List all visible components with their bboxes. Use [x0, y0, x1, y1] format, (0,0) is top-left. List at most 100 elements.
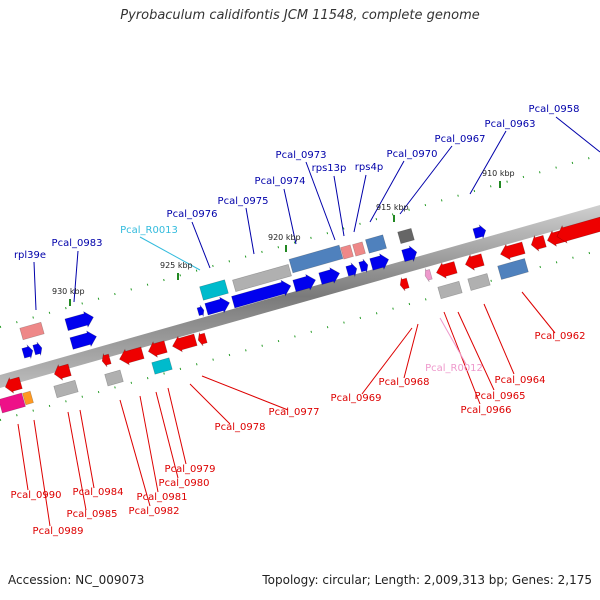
- gene-feature[interactable]: [199, 279, 229, 301]
- gene-feature[interactable]: [529, 233, 547, 252]
- gene-feature[interactable]: [69, 329, 98, 351]
- gene-label[interactable]: Pcal_0974: [255, 176, 306, 187]
- gene-feature[interactable]: [52, 362, 72, 382]
- gene-label[interactable]: Pcal_0969: [331, 393, 382, 404]
- gene-feature[interactable]: [21, 343, 34, 360]
- gene-feature[interactable]: [104, 369, 124, 387]
- label-leader-line: [361, 327, 413, 395]
- gene-label[interactable]: Pcal_0973: [276, 150, 327, 161]
- topology-summary: Topology: circular; Length: 2,009,313 bp…: [262, 573, 592, 587]
- scale-tick-label: 915 kbp: [376, 203, 409, 212]
- gene-label[interactable]: Pcal_0962: [535, 331, 586, 342]
- gene-feature[interactable]: [288, 244, 344, 274]
- label-leader-line: [483, 303, 515, 375]
- gene-feature[interactable]: [498, 240, 526, 262]
- label-leader-line: [139, 236, 201, 271]
- gene-feature[interactable]: [146, 339, 168, 359]
- label-leader-line: [521, 291, 556, 334]
- label-leader-line: [119, 399, 151, 507]
- gene-feature[interactable]: [117, 345, 145, 367]
- gene-label[interactable]: Pcal_0977: [269, 407, 320, 418]
- label-leader-line: [469, 130, 507, 195]
- scale-tick-label: 920 kbp: [268, 233, 301, 242]
- gene-label[interactable]: Pcal_0966: [461, 405, 512, 416]
- accession-label: Accession: NC_009073: [8, 573, 145, 587]
- gene-label[interactable]: Pcal_0968: [379, 377, 430, 388]
- gene-feature[interactable]: [231, 278, 293, 310]
- gene-feature[interactable]: [22, 390, 34, 406]
- gene-label[interactable]: Pcal_0983: [52, 238, 103, 249]
- gene-label[interactable]: Pcal_0975: [218, 196, 269, 207]
- gene-feature[interactable]: [196, 304, 205, 317]
- gene-feature[interactable]: [358, 258, 370, 274]
- label-leader-line: [33, 419, 51, 527]
- gene-label[interactable]: Pcal_0978: [215, 422, 266, 433]
- gene-label[interactable]: rps13p: [312, 163, 347, 174]
- label-leader-line: [139, 395, 159, 493]
- gene-label[interactable]: Pcal_0965: [475, 391, 526, 402]
- gene-label[interactable]: Pcal_0979: [165, 464, 216, 475]
- gene-feature[interactable]: [3, 375, 23, 395]
- gene-feature[interactable]: [64, 309, 95, 332]
- gene-feature[interactable]: [345, 261, 358, 278]
- gene-feature[interactable]: [365, 234, 387, 254]
- gene-feature[interactable]: [497, 258, 529, 280]
- label-leader-line: [457, 311, 495, 391]
- gene-feature[interactable]: [196, 331, 208, 347]
- gene-feature[interactable]: [32, 341, 44, 357]
- gene-label[interactable]: Pcal_0967: [435, 134, 486, 145]
- scale-tick-label: 930 kbp: [52, 287, 85, 296]
- gene-feature[interactable]: [467, 273, 491, 291]
- gene-feature[interactable]: [318, 266, 342, 287]
- gene-label[interactable]: Pcal_0964: [495, 375, 546, 386]
- gene-label[interactable]: Pcal_0982: [129, 506, 180, 517]
- gene-label[interactable]: Pcal_0980: [159, 478, 210, 489]
- gene-feature[interactable]: [232, 263, 292, 293]
- gene-label[interactable]: Pcal_0981: [137, 492, 188, 503]
- gene-feature[interactable]: [204, 295, 231, 317]
- label-leader-line: [245, 207, 255, 255]
- gene-feature[interactable]: [437, 280, 463, 300]
- gene-label[interactable]: Pcal_R0013: [120, 225, 178, 236]
- gene-label[interactable]: Pcal_0963: [485, 119, 536, 130]
- gene-label[interactable]: rps4p: [355, 162, 383, 173]
- gene-feature[interactable]: [463, 252, 485, 272]
- gene-feature[interactable]: [434, 260, 458, 281]
- label-leader-line: [399, 145, 453, 215]
- gene-label[interactable]: Pcal_0970: [387, 149, 438, 160]
- gene-label[interactable]: Pcal_R0012: [425, 363, 483, 374]
- gene-feature[interactable]: [401, 244, 419, 263]
- gene-label[interactable]: Pcal_0990: [11, 490, 62, 501]
- gene-label[interactable]: Pcal_0989: [33, 526, 84, 537]
- gene-feature[interactable]: [100, 352, 112, 368]
- gene-feature[interactable]: [170, 332, 198, 354]
- gene-labels[interactable]: Pcal_0958 Pcal_0963 Pcal_0967 Pcal_0970 rps4…: [11, 104, 586, 537]
- gene-label[interactable]: Pcal_0984: [73, 487, 124, 498]
- gene-feature[interactable]: [472, 224, 487, 241]
- gene-features[interactable]: [0, 215, 600, 414]
- gene-feature[interactable]: [398, 276, 410, 292]
- gene-feature[interactable]: [397, 227, 415, 245]
- gene-feature[interactable]: [151, 357, 173, 375]
- gene-feature[interactable]: [19, 321, 45, 341]
- label-leader-line: [201, 375, 289, 411]
- label-leader-line: [305, 161, 336, 241]
- gene-label[interactable]: Pcal_0985: [67, 509, 118, 520]
- gene-feature[interactable]: [369, 252, 391, 272]
- gene-label[interactable]: rpl39e: [14, 250, 46, 261]
- gene-feature[interactable]: [292, 272, 318, 293]
- gene-feature[interactable]: [423, 267, 433, 283]
- gene-feature[interactable]: [0, 392, 26, 414]
- gene-label[interactable]: Pcal_0976: [167, 209, 218, 220]
- map-title: Pyrobaculum calidifontis JCM 11548, comp…: [120, 8, 480, 23]
- gene-feature[interactable]: [53, 379, 79, 399]
- label-leader-line: [155, 391, 179, 479]
- gene-feature[interactable]: [340, 244, 354, 260]
- gene-feature[interactable]: [554, 215, 600, 245]
- label-leader-line: [369, 160, 405, 223]
- label-leader-line: [555, 116, 600, 153]
- gene-feature[interactable]: [352, 241, 366, 257]
- gene-label[interactable]: Pcal_0958: [529, 104, 580, 115]
- label-leader-line: [167, 387, 187, 465]
